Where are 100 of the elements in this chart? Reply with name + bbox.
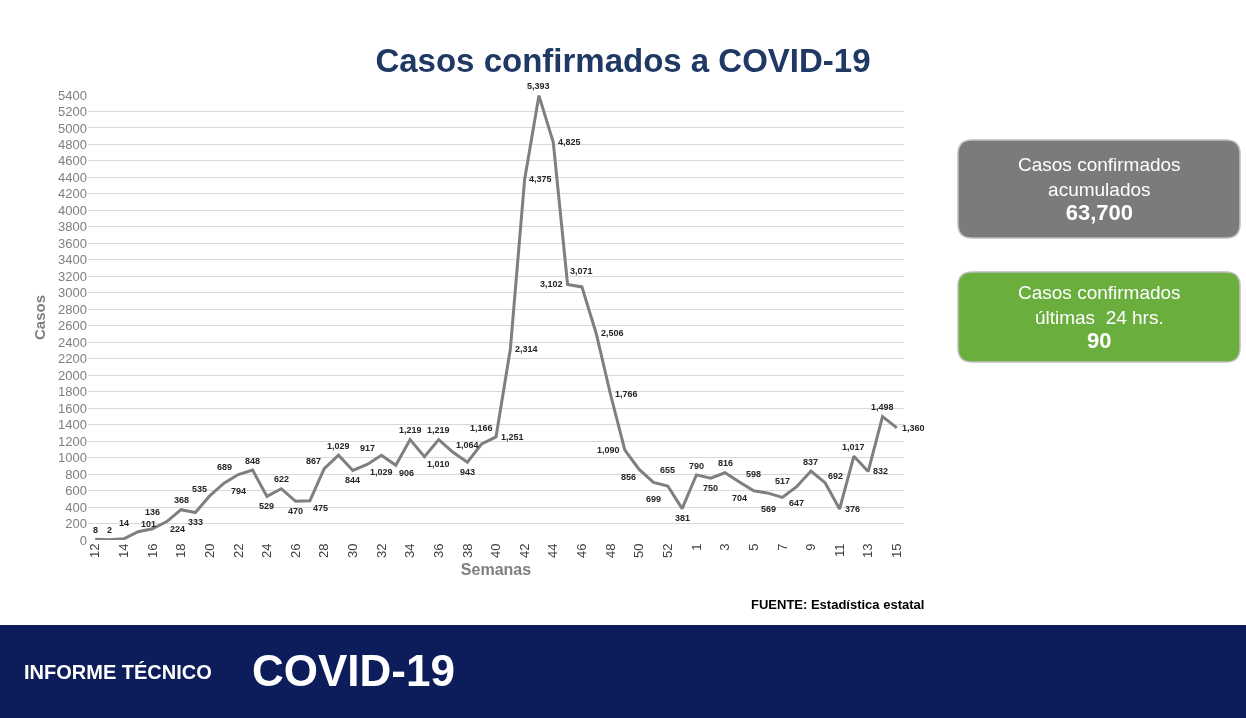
x-tick-label: 5	[745, 543, 761, 551]
data-label: 598	[746, 469, 762, 479]
x-tick-label: 7	[774, 543, 790, 551]
data-label: 622	[274, 474, 290, 484]
x-tick-label: 40	[488, 543, 504, 559]
data-label: 5,393	[527, 81, 550, 91]
data-label: 848	[245, 456, 261, 466]
data-label: 3,071	[570, 266, 593, 276]
y-tick-label: 1200	[58, 433, 87, 449]
x-tick-label: 26	[287, 543, 303, 559]
x-tick-label: 16	[144, 543, 160, 559]
x-axis-title: Semanas	[460, 560, 532, 578]
line-series	[93, 95, 899, 540]
y-tick-label: 4400	[58, 169, 87, 185]
source-note: FUENTE: Estadística estatal	[751, 597, 925, 612]
y-tick-label: 800	[65, 466, 87, 482]
y-tick-label: 3800	[58, 219, 87, 235]
data-label: 529	[259, 501, 275, 511]
text: Casos confirmados últimas 24 hrs. 90	[1018, 282, 1181, 354]
data-label: 4,375	[529, 174, 552, 184]
data-label: 1,766	[615, 389, 638, 399]
x-tick-label: 30	[345, 543, 361, 559]
data-label: 136	[145, 507, 161, 517]
y-tick-label: 3200	[58, 268, 87, 284]
y-tick-label: 2600	[58, 318, 87, 334]
data-label: 1,498	[871, 402, 894, 412]
data-label: 1,219	[399, 425, 422, 435]
data-label: 844	[345, 475, 361, 485]
y-tick-label: 0	[79, 532, 87, 548]
y-axis-title: Casos	[31, 294, 49, 341]
data-label: 517	[775, 476, 791, 486]
data-label: 704	[732, 493, 748, 503]
y-tick-label: 3400	[58, 252, 87, 268]
data-label: 790	[689, 461, 705, 471]
data-label: 535	[192, 484, 208, 494]
y-tick-label: 4800	[58, 136, 87, 152]
data-label: 368	[174, 495, 190, 505]
data-label: 856	[621, 472, 637, 482]
data-label: 4,825	[558, 137, 581, 147]
y-tick-label: 600	[65, 483, 87, 499]
data-label: 1,251	[501, 432, 524, 442]
x-tick-label: 15	[889, 543, 905, 559]
x-tick-label: 24	[259, 543, 275, 559]
y-tick-label: 1000	[58, 450, 87, 466]
y-tick-label: 2800	[58, 301, 87, 317]
data-label: 750	[703, 483, 719, 493]
data-label: 2,506	[601, 328, 624, 338]
y-tick-label: 2000	[58, 367, 87, 383]
y-tick-label: 4000	[58, 202, 87, 218]
y-tick-label: 5200	[58, 104, 87, 120]
x-tick-label: 9	[803, 543, 819, 551]
x-tick-label: 13	[860, 543, 876, 559]
data-label: 1,010	[427, 459, 450, 469]
data-label: 3,102	[540, 279, 563, 289]
x-tick-label: 46	[574, 543, 590, 559]
data-label: 837	[803, 457, 819, 467]
data-label: 475	[313, 503, 329, 513]
x-tick-label: 3	[717, 543, 733, 551]
data-label: 867	[306, 456, 322, 466]
x-tick-label: 22	[230, 543, 246, 559]
data-label: 2	[107, 525, 113, 535]
text: INFORME TÉCNICO	[24, 661, 212, 683]
data-label: 1,029	[327, 441, 350, 451]
x-tick-label: 44	[545, 543, 561, 559]
data-label: 1,166	[470, 423, 493, 433]
data-label: 794	[231, 486, 247, 496]
data-label: 1,017	[842, 442, 865, 452]
y-tick-label: 4600	[58, 153, 87, 169]
data-label: 647	[789, 498, 805, 508]
y-tick-label: 1400	[58, 417, 87, 433]
x-tick-label: 38	[459, 543, 475, 559]
data-label: 224	[170, 524, 186, 534]
x-tick-label: 18	[173, 543, 189, 559]
x-tick-label: 36	[430, 543, 446, 559]
data-label: 376	[845, 504, 861, 514]
data-label: 832	[873, 466, 889, 476]
x-tick-label: 42	[516, 543, 532, 559]
text: COVID-19	[252, 646, 455, 695]
data-label: 2,314	[515, 344, 538, 354]
y-tick-label: 1800	[58, 384, 87, 400]
x-tick-label: 50	[631, 543, 647, 559]
x-tick-label: 34	[402, 543, 418, 559]
text: Casos confirmados acumulados 63,700	[1018, 154, 1181, 226]
x-tick-label: 14	[116, 543, 132, 559]
x-tick-label: 52	[660, 543, 676, 559]
data-label: 470	[288, 506, 304, 516]
y-tick-label: 4200	[58, 186, 87, 202]
y-tick-label: 5400	[58, 87, 87, 103]
data-label: 655	[660, 465, 676, 475]
y-tick-label: 200	[65, 516, 87, 532]
data-label: 569	[761, 504, 777, 514]
data-label: 333	[188, 517, 204, 527]
data-label: 692	[828, 471, 844, 481]
data-label: 699	[646, 494, 662, 504]
data-label: 943	[460, 467, 476, 477]
data-label: 689	[217, 462, 233, 472]
data-label: 816	[718, 458, 734, 468]
x-tick-label: 20	[201, 543, 217, 559]
data-label: 1,219	[427, 425, 450, 435]
data-label: 1,360	[902, 423, 925, 433]
